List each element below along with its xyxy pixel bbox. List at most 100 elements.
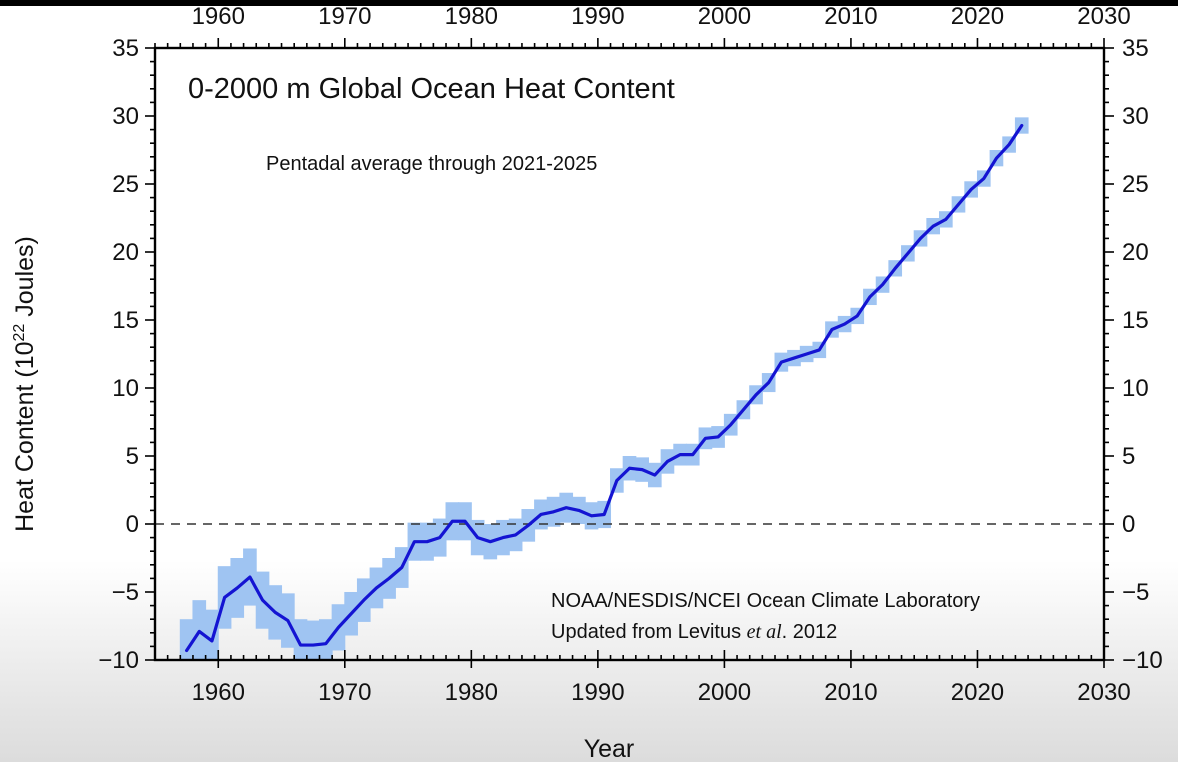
data-point	[426, 540, 428, 542]
band-segment	[306, 620, 320, 660]
data-point	[945, 218, 947, 220]
x-tick-label: 1990	[571, 679, 624, 706]
x-tick-label: 1970	[318, 679, 371, 706]
y-tick-label-right: 35	[1122, 35, 1149, 62]
y-tick-label-right: 5	[1122, 443, 1135, 470]
y-tick-label: 35	[112, 35, 139, 62]
data-point	[337, 626, 339, 628]
y-tick-label-right: −5	[1122, 579, 1149, 606]
data-point	[223, 596, 225, 598]
data-point	[401, 566, 403, 568]
plot-frame	[153, 46, 1106, 662]
y-axis-title: Heat Content (1022 Joules)	[11, 236, 39, 532]
data-point	[375, 587, 377, 589]
data-point	[831, 328, 833, 330]
data-point	[388, 577, 390, 579]
data-point	[793, 357, 795, 359]
data-point	[894, 267, 896, 269]
x-tick-label: 2000	[698, 679, 751, 706]
data-point	[198, 630, 200, 632]
x-tick-label-top: 1980	[445, 3, 498, 30]
x-axis-top-labels: 1960 1970 1980 1990 2000 2010 2020 2030	[192, 3, 1131, 30]
data-point	[983, 177, 985, 179]
y-tick-label: 0	[126, 511, 139, 538]
x-tick-label-top: 2000	[698, 3, 751, 30]
y-tick-label-right: 30	[1122, 103, 1149, 130]
y-tick-label-right: −10	[1122, 647, 1163, 674]
data-point	[805, 353, 807, 355]
credit-line-1: NOAA/NESDIS/NCEI Ocean Climate Laborator…	[551, 590, 980, 612]
data-point	[565, 506, 567, 508]
data-point	[274, 611, 276, 613]
data-point	[502, 536, 504, 538]
data-point	[919, 237, 921, 239]
x-tick-label: 1960	[192, 679, 245, 706]
data-point	[628, 467, 630, 469]
chart-title: 0-2000 m Global Ocean Heat Content	[188, 73, 675, 105]
credit-line-2: Updated from Levitus et al. 2012	[551, 621, 837, 643]
series-line	[185, 123, 1024, 653]
band-segment	[293, 619, 308, 660]
data-point	[514, 534, 516, 536]
data-point	[755, 394, 757, 396]
data-point	[552, 511, 554, 513]
data-point	[312, 644, 314, 646]
x-axis-title: Year	[584, 735, 635, 762]
data-point	[666, 460, 668, 462]
data-point	[907, 252, 909, 254]
x-tick-label: 2010	[824, 679, 877, 706]
data-point	[540, 513, 542, 515]
data-point	[843, 323, 845, 325]
data-point	[616, 479, 618, 481]
data-point	[261, 599, 263, 601]
data-point	[856, 315, 858, 317]
y-tick-label-right: 15	[1122, 307, 1149, 334]
data-point	[932, 225, 934, 227]
data-point	[869, 296, 871, 298]
y-tick-label-right: 20	[1122, 239, 1149, 266]
data-point	[679, 453, 681, 455]
y-axis-left-labels: −10 −5 0 5 10 15 20 25 30 35	[98, 35, 139, 674]
data-point	[818, 349, 820, 351]
data-point	[451, 520, 453, 522]
credit-line-2-prefix: Updated from Levitus	[551, 621, 747, 643]
x-tick-label: 2020	[951, 679, 1004, 706]
x-tick-label-top: 2030	[1077, 3, 1130, 30]
y-tick-label: 30	[112, 103, 139, 130]
data-point	[995, 157, 997, 159]
data-point	[527, 524, 529, 526]
data-point	[1021, 124, 1023, 126]
data-point	[489, 540, 491, 542]
x-tick-label: 1980	[445, 679, 498, 706]
data-point	[325, 642, 327, 644]
y-tick-label-right: 0	[1122, 511, 1135, 538]
credit-line-2-suffix: . 2012	[782, 621, 838, 643]
data-point	[717, 436, 719, 438]
axis-ticks	[145, 38, 1114, 668]
band-segment	[205, 609, 219, 660]
data-point	[780, 361, 782, 363]
uncertainty-band	[179, 117, 1029, 660]
data-point	[211, 640, 213, 642]
data-point	[957, 203, 959, 205]
data-point	[767, 381, 769, 383]
data-point	[185, 649, 187, 651]
x-tick-label-top: 1960	[192, 3, 245, 30]
chart-subtitle: Pentadal average through 2021-2025	[266, 153, 597, 175]
band-segment	[179, 619, 194, 660]
data-point	[704, 437, 706, 439]
x-tick-label-top: 2020	[951, 3, 1004, 30]
data-point	[287, 619, 289, 621]
data-point	[654, 474, 656, 476]
top-border-strip	[0, 0, 1178, 6]
y-tick-label: 5	[126, 443, 139, 470]
y-tick-label-right: 25	[1122, 171, 1149, 198]
y-tick-label: 20	[112, 239, 139, 266]
data-point	[413, 540, 415, 542]
y-tick-label: 25	[112, 171, 139, 198]
data-point	[299, 644, 301, 646]
data-point	[236, 587, 238, 589]
y-tick-label: −10	[98, 647, 139, 674]
y-axis-title-suffix: Joules)	[11, 236, 39, 324]
